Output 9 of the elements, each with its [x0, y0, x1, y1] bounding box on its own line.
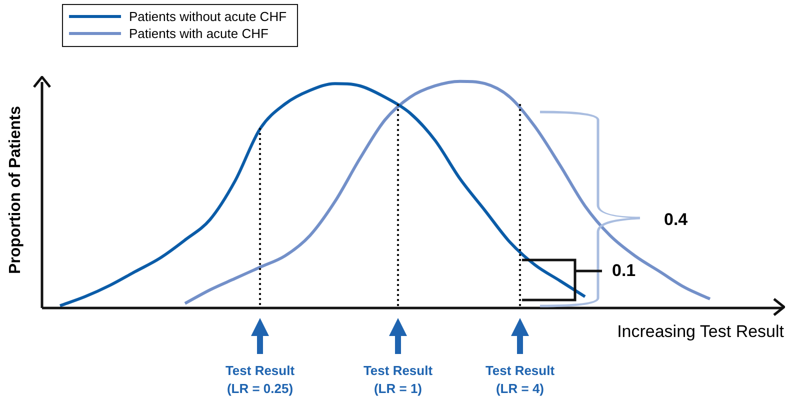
text: Test Result (LR = 0.25)	[224, 362, 296, 398]
legend-label: Patients with acute CHF	[129, 26, 268, 41]
text: Test Result (LR = 4)	[484, 362, 556, 398]
text: Test Result (LR = 1)	[362, 362, 434, 398]
x-axis-title: Increasing Test Result	[617, 322, 784, 342]
legend-label: Patients without acute CHF	[129, 9, 287, 24]
y-axis-title: Proportion of Patients	[7, 106, 25, 274]
annotation: 0.1	[612, 261, 636, 281]
annotation: 0.4	[664, 210, 688, 230]
